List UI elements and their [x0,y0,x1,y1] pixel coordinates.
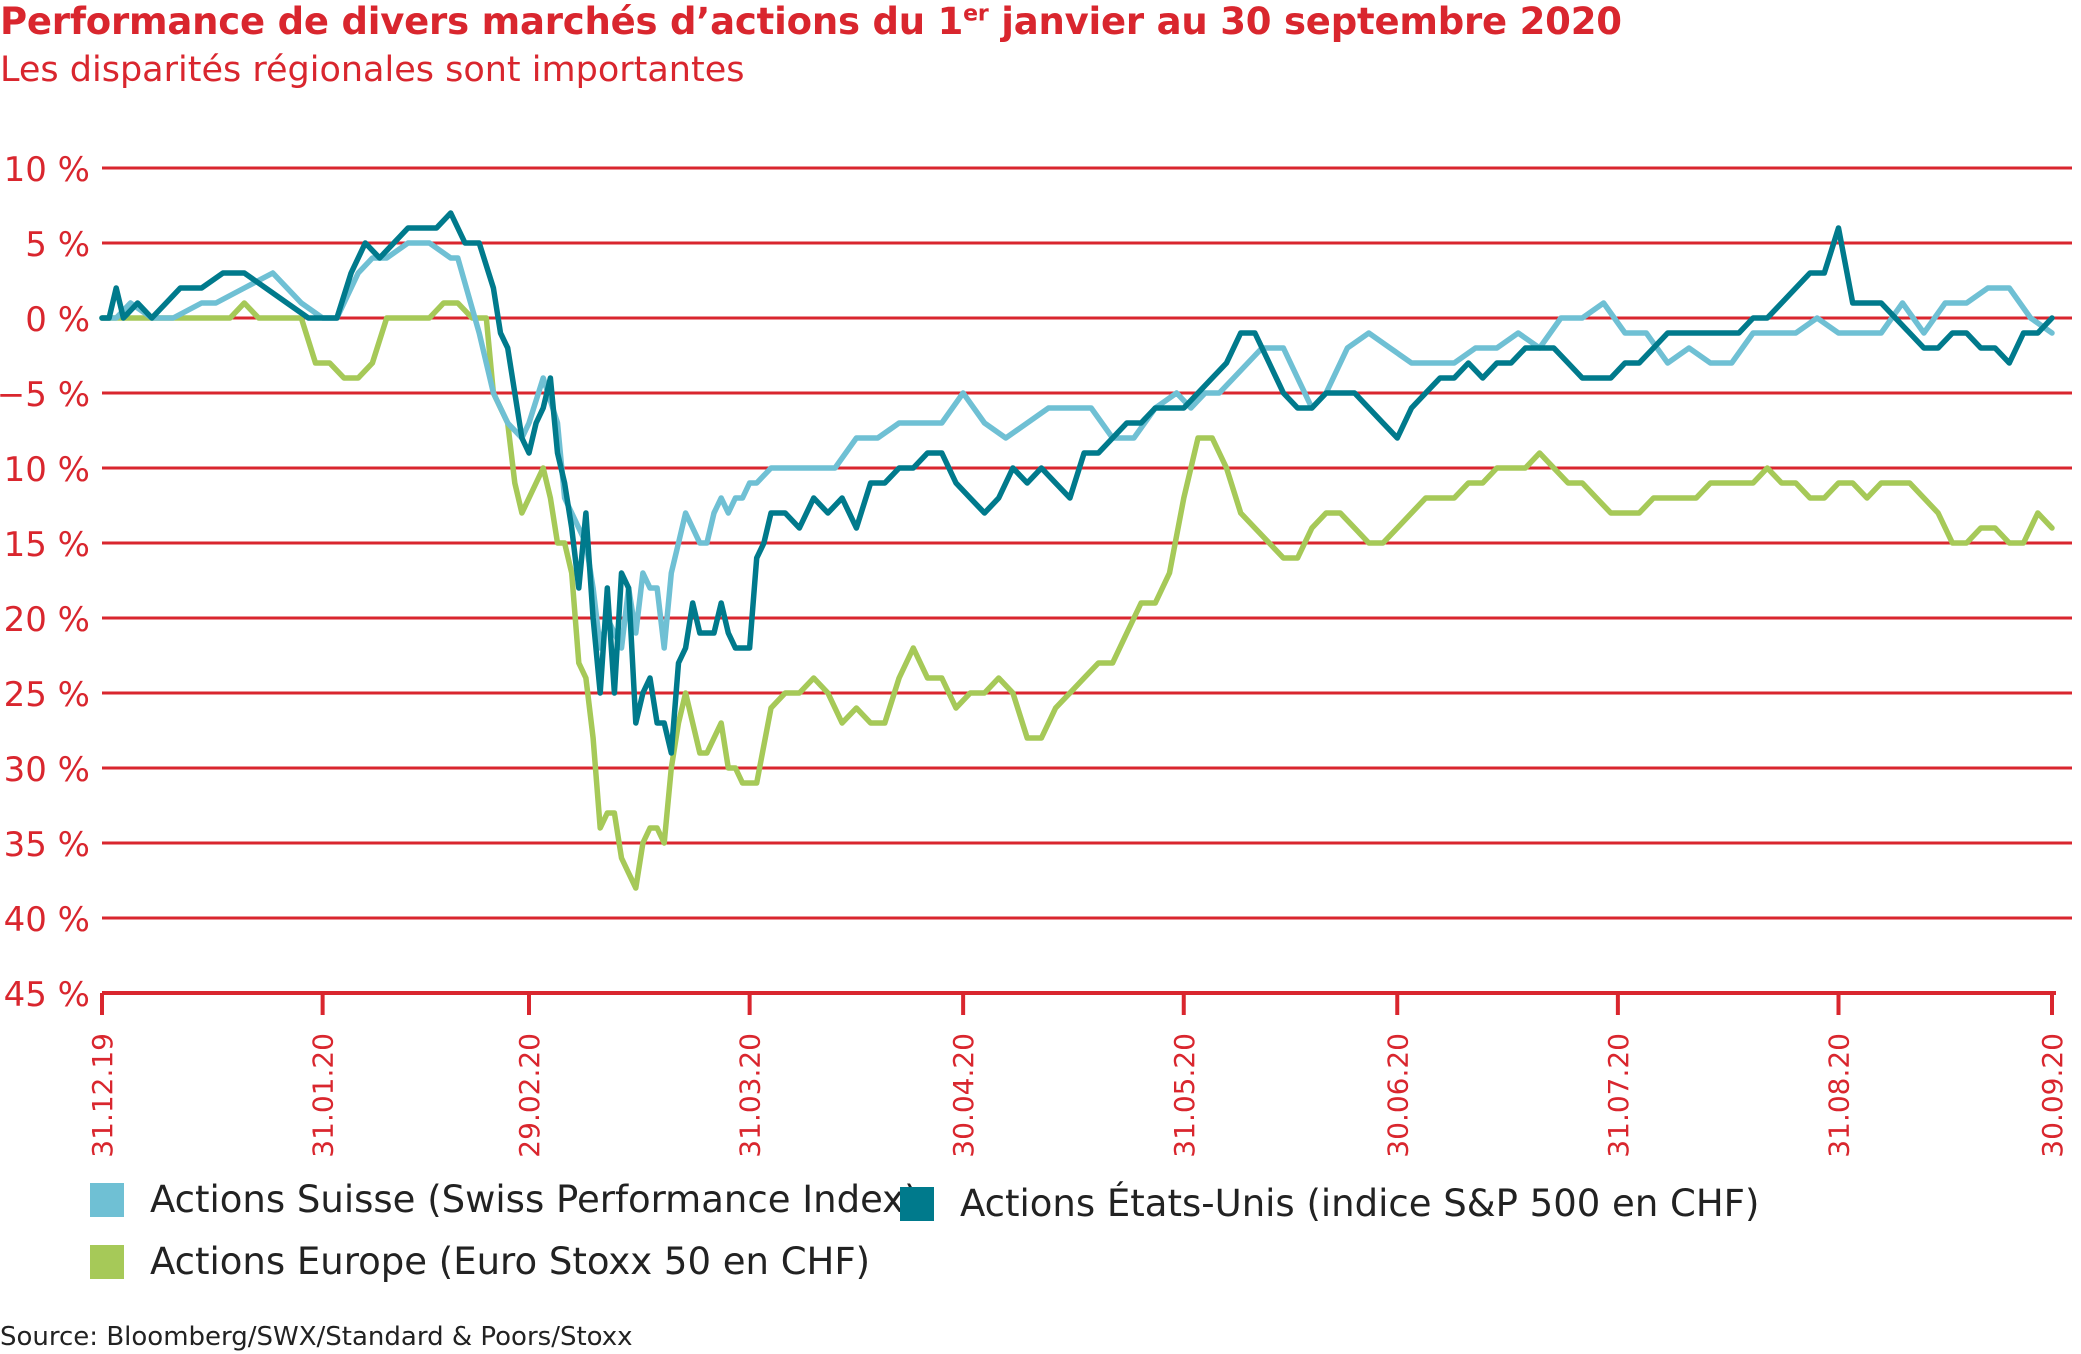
legend-label-swiss: Actions Suisse (Swiss Performance Index) [150,1178,919,1221]
source-note: Source: Bloomberg/SWX/Standard & Poors/S… [0,1322,633,1352]
y-tick-label: 5 % [25,225,90,265]
legend-item-us: Actions États-Unis (indice S&P 500 en CH… [900,1182,1759,1225]
y-axis-tick-labels: 10 % 5 % 0 % −5 % −10 % −15 % −20 % −25 % −30 % −… [0,150,90,1015]
x-axis: 31.12.19 31.01.20 29.02.20 31.03.20 30.04.20… [86,991,2069,1158]
legend-label-europe: Actions Europe (Euro Stoxx 50 en CHF) [150,1240,871,1283]
y-tick-label: −40 % [0,900,90,940]
y-tick-label: −25 % [0,675,90,715]
x-tick-label: 30.06.20 [1381,1033,1414,1158]
y-tick-label: 10 % [4,150,90,190]
series-line-us [99,210,2055,756]
x-tick-label: 30.04.20 [947,1033,980,1158]
y-tick-label: −15 % [0,525,90,565]
chart-title-main: Performance de divers marchés d’actions … [0,0,964,43]
legend-item-swiss: Actions Suisse (Swiss Performance Index) [90,1178,919,1221]
y-tick-label: −30 % [0,750,90,790]
x-tick-label: 31.01.20 [307,1033,340,1158]
y-tick-label: −35 % [0,825,90,865]
legend-label-us: Actions États-Unis (indice S&P 500 en CH… [960,1182,1760,1225]
y-tick-label: −20 % [0,600,90,640]
x-tick-label: 30.09.20 [2036,1033,2069,1158]
series-line-swiss [99,240,2055,651]
x-tick-label: 31.05.20 [1168,1033,1201,1158]
legend-swatch-us [900,1186,934,1221]
x-tick-label: 31.12.19 [86,1033,119,1158]
y-tick-label: −5 % [0,375,90,415]
x-tick-label: 31.08.20 [1822,1033,1855,1158]
series-lines [99,210,2055,891]
y-tick-label: 0 % [25,300,90,340]
y-tick-label: −10 % [0,450,90,490]
chart-subtitle: Les disparités régionales sont important… [0,50,745,90]
x-tick-label: 31.03.20 [734,1033,767,1158]
y-tick-label: −45 % [0,975,90,1015]
legend-item-europe: Actions Europe (Euro Stoxx 50 en CHF) [90,1240,870,1283]
series-line-europe [99,300,2055,891]
chart-title-superscript: er [963,1,989,27]
legend-swatch-swiss [90,1182,124,1217]
x-tick-label: 31.07.20 [1602,1033,1635,1158]
x-tick-label: 29.02.20 [513,1033,546,1158]
chart-title: Performance de divers marchés d’actions … [0,0,1622,43]
gridlines [102,166,2072,920]
chart-title-rest: janvier au 30 septembre 2020 [988,0,1622,43]
legend-swatch-europe [90,1244,124,1279]
